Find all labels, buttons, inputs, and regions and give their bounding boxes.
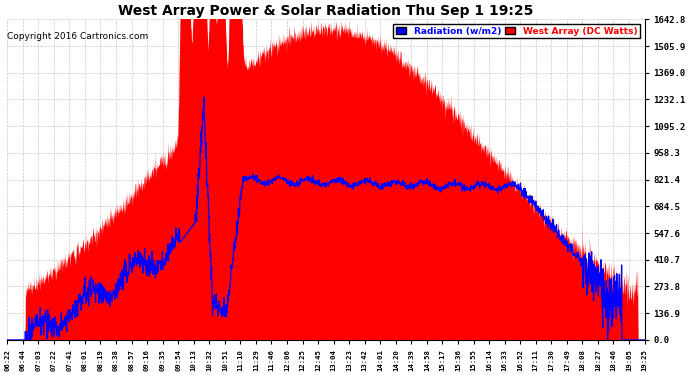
Text: Copyright 2016 Cartronics.com: Copyright 2016 Cartronics.com <box>7 32 148 41</box>
Legend: Radiation (w/m2), West Array (DC Watts): Radiation (w/m2), West Array (DC Watts) <box>393 24 640 38</box>
Title: West Array Power & Solar Radiation Thu Sep 1 19:25: West Array Power & Solar Radiation Thu S… <box>118 4 533 18</box>
